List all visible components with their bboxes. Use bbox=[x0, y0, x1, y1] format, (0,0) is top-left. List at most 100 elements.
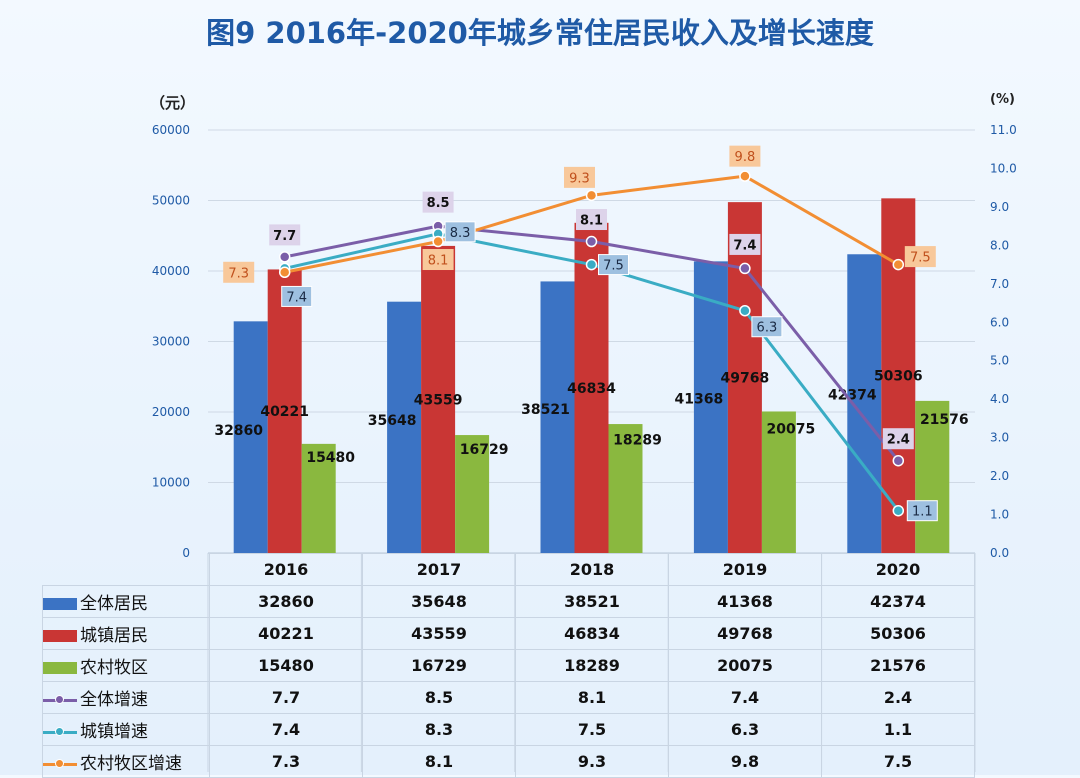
table-cell: 40221 bbox=[209, 617, 363, 650]
y-left-tick-label: 20000 bbox=[152, 405, 190, 419]
bar-全体居民 bbox=[693, 261, 728, 553]
y-right-tick-label: 9.0 bbox=[990, 200, 1009, 214]
table-cell: 9.8 bbox=[668, 745, 822, 778]
bar-城镇居民 bbox=[574, 222, 609, 553]
legend-bar-swatch bbox=[43, 630, 77, 642]
y-axis-right-label: (%) bbox=[990, 92, 1015, 107]
y-right-tick-label: 8.0 bbox=[990, 238, 1009, 252]
point-农村牧区增速 bbox=[892, 258, 905, 271]
legend-entry: 城镇增速 bbox=[42, 713, 210, 746]
bar-value-label: 20075 bbox=[767, 421, 816, 437]
table-cell: 32860 bbox=[209, 585, 363, 618]
bar-农村牧区 bbox=[608, 424, 643, 553]
table-cell: 7.5 bbox=[821, 745, 975, 778]
point-label-box bbox=[906, 500, 938, 522]
table-cell: 35648 bbox=[362, 585, 516, 618]
table-row: 城镇居民 40221 43559 46834 49768 50306 bbox=[42, 617, 975, 650]
table-row: 全体居民 32860 35648 38521 41368 42374 bbox=[42, 585, 975, 618]
legend-label: 农村牧区 bbox=[80, 658, 148, 678]
point-value-label: 7.5 bbox=[910, 251, 931, 266]
table-cell: 18289 bbox=[515, 649, 669, 682]
legend-entry: 农村牧区 bbox=[42, 649, 210, 682]
y-right-tick-label: 11.0 bbox=[990, 123, 1017, 137]
point-value-label: 8.1 bbox=[580, 214, 603, 229]
data-table: 2016 2017 2018 2019 2020 全体居民 32860 35648 3… bbox=[42, 553, 975, 778]
legend-entry: 全体居民 bbox=[42, 585, 210, 618]
y-right-tick-label: 4.0 bbox=[990, 392, 1009, 406]
point-城镇增速 bbox=[739, 304, 751, 317]
legend-label: 城镇居民 bbox=[80, 626, 148, 646]
table-cell: 38521 bbox=[515, 585, 669, 618]
point-label-box bbox=[269, 224, 301, 246]
legend-entry: 城镇居民 bbox=[42, 617, 210, 650]
y-left-tick-label: 10000 bbox=[152, 476, 190, 490]
bar-城镇居民 bbox=[421, 245, 456, 553]
bar-value-label: 41368 bbox=[675, 391, 724, 407]
y-right-tick-label: 0.0 bbox=[990, 546, 1009, 560]
point-label-box bbox=[598, 254, 629, 276]
point-label-box bbox=[564, 166, 595, 188]
y-left-tick-label: 0 bbox=[182, 546, 190, 560]
table-cell: 46834 bbox=[515, 617, 669, 650]
table-cell: 7.4 bbox=[668, 681, 822, 714]
point-value-label: 9.3 bbox=[569, 171, 590, 186]
legend-label: 全体增速 bbox=[80, 690, 148, 710]
table-header-cell: 2017 bbox=[362, 553, 516, 586]
y-left-tick-label: 30000 bbox=[152, 335, 190, 349]
legend-line-swatch bbox=[43, 758, 77, 770]
point-label-box bbox=[751, 316, 783, 338]
bar-value-label: 50306 bbox=[874, 369, 923, 385]
y-left-tick-label: 60000 bbox=[152, 123, 190, 137]
point-label-box bbox=[223, 261, 255, 283]
table-row: 农村牧区 15480 16729 18289 20075 21576 bbox=[42, 649, 975, 682]
chart-title: 图9 2016年-2020年城乡常住居民收入及增长速度 bbox=[206, 16, 874, 50]
point-labels: 7.7 8.5 8.1 7.4 2.4 7.4 8.3 7.5 6.3 1.1 7.3 8.1 9.3 9… bbox=[223, 145, 938, 522]
y-axis-right-ticks: 0.0 1.0 2.0 3.0 4.0 5.0 6.0 7.0 8.0 9.0 10.0 11.0 bbox=[990, 123, 1017, 560]
table-row: 全体增速 7.7 8.5 8.1 7.4 2.4 bbox=[42, 681, 975, 714]
bar-labels: 32860 35648 38521 41368 42374 40221 43559 46834… bbox=[214, 369, 968, 466]
legend-entry: 全体增速 bbox=[42, 681, 210, 714]
bar-value-label: 35648 bbox=[368, 413, 417, 429]
point-农村牧区增速 bbox=[739, 170, 751, 182]
y-right-tick-label: 7.0 bbox=[990, 277, 1009, 291]
legend-bar-swatch bbox=[43, 598, 77, 610]
table-cell: 16729 bbox=[362, 649, 516, 682]
point-value-label: 8.3 bbox=[450, 226, 471, 241]
point-value-label: 7.7 bbox=[273, 229, 296, 244]
table-cell: 41368 bbox=[668, 585, 822, 618]
point-城镇增速 bbox=[892, 504, 905, 517]
legend-label: 城镇增速 bbox=[80, 722, 148, 742]
point-全体增速 bbox=[892, 454, 905, 467]
table-header-cell: 2016 bbox=[209, 553, 363, 586]
point-label-box bbox=[444, 221, 476, 243]
bars bbox=[233, 198, 950, 553]
table-cell: 8.1 bbox=[362, 745, 516, 778]
bar-城镇居民 bbox=[267, 269, 302, 553]
point-农村牧区增速 bbox=[585, 189, 598, 202]
point-全体增速 bbox=[585, 235, 598, 248]
point-value-label: 7.5 bbox=[603, 259, 624, 274]
point-城镇增速 bbox=[585, 258, 598, 271]
point-label-box bbox=[422, 191, 454, 213]
table-cell: 50306 bbox=[821, 617, 975, 650]
point-label-box bbox=[281, 285, 313, 307]
table-header-cell: 2020 bbox=[821, 553, 975, 586]
point-全体增速 bbox=[739, 262, 751, 275]
legend-label: 全体居民 bbox=[80, 594, 148, 614]
table-cell: 6.3 bbox=[668, 713, 822, 746]
table-cell: 2.4 bbox=[821, 681, 975, 714]
legend-line-swatch bbox=[43, 726, 77, 738]
table-cell: 8.3 bbox=[362, 713, 516, 746]
y-right-tick-label: 6.0 bbox=[990, 315, 1009, 329]
bar-value-label: 38521 bbox=[521, 402, 570, 418]
table-header-cell: 2019 bbox=[668, 553, 822, 586]
table-cell: 15480 bbox=[209, 649, 363, 682]
table-cell: 7.3 bbox=[209, 745, 363, 778]
y-left-tick-label: 40000 bbox=[152, 264, 190, 278]
y-right-tick-label: 1.0 bbox=[990, 508, 1009, 522]
table-corner bbox=[43, 554, 210, 586]
y-axis-left-ticks: 0 10000 20000 30000 40000 50000 60000 bbox=[152, 123, 190, 560]
bar-value-label: 16729 bbox=[460, 442, 509, 458]
point-value-label: 7.3 bbox=[228, 266, 249, 281]
table-cell: 42374 bbox=[821, 585, 975, 618]
